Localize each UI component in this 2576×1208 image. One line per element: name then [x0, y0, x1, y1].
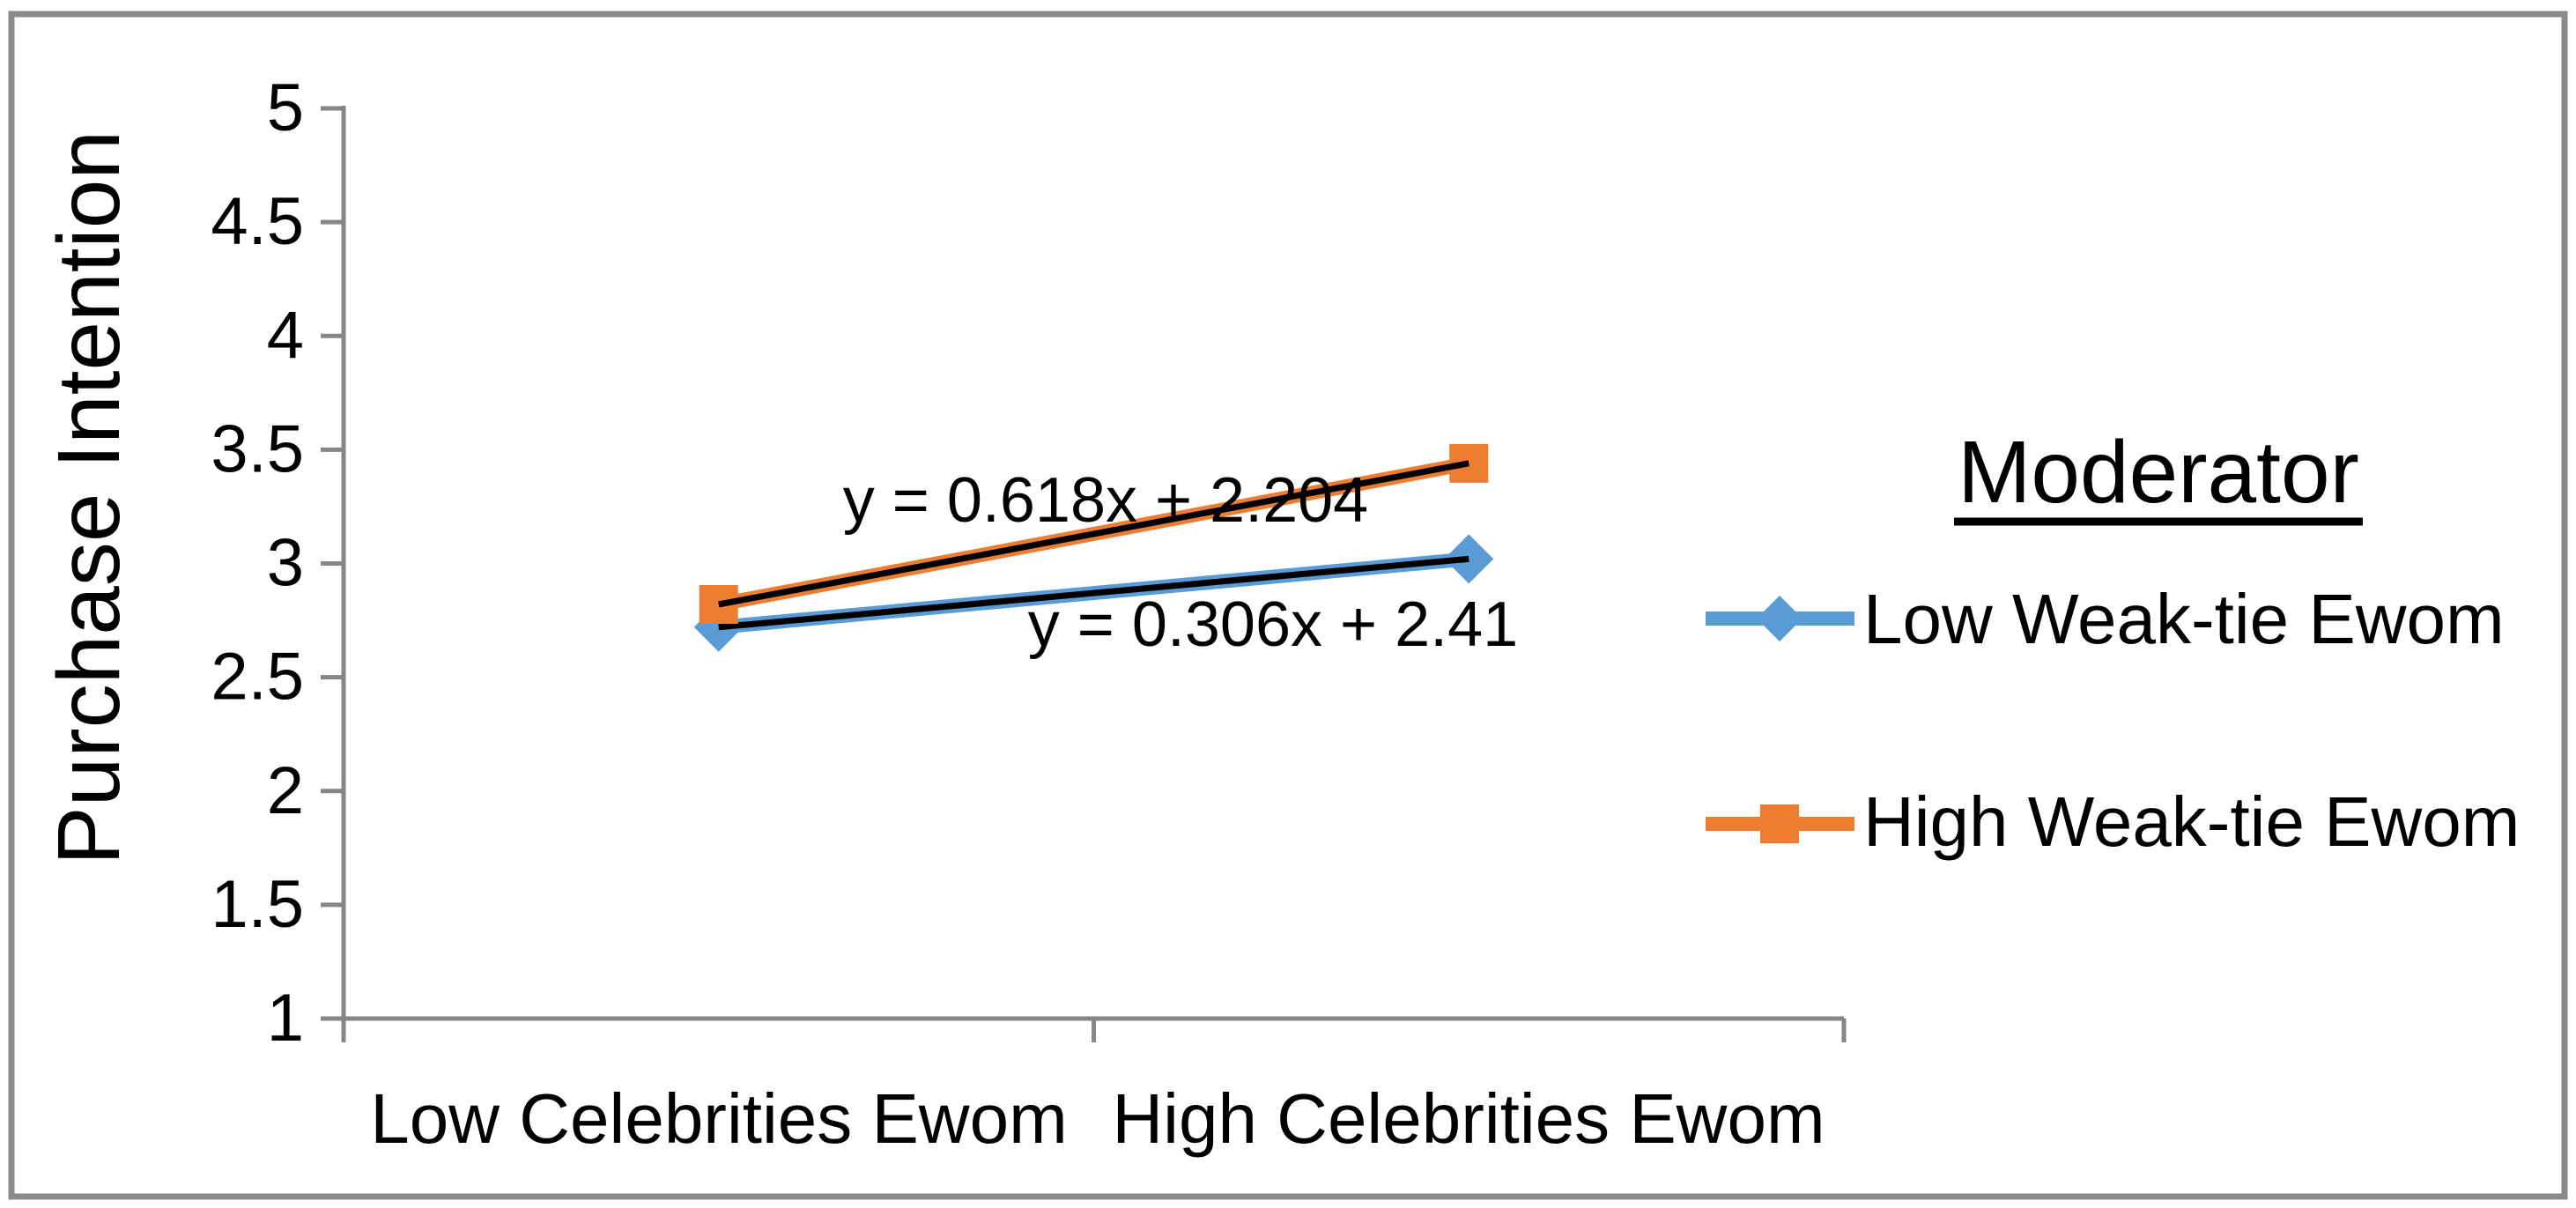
y-tick-label: 3.5 — [211, 411, 304, 486]
legend-item-label-high: High Weak-tie Ewom — [1863, 782, 2520, 861]
y-tick-label: 2.5 — [211, 640, 304, 715]
plot-series — [693, 443, 1494, 652]
x-category-label-high: High Celebrities Ewom — [1112, 1079, 1825, 1158]
legend-item-label-low: Low Weak-tie Ewom — [1863, 580, 2505, 658]
chart-border — [8, 11, 2568, 1200]
x-category-label-low: Low Celebrities Ewom — [370, 1079, 1067, 1158]
axes: 1 1.5 2 2.5 3 3.5 4 4.5 5 — [211, 70, 1847, 1056]
legend-title: Moderator — [1958, 423, 2359, 522]
trendline-1 — [718, 460, 1469, 608]
y-tick-label: 5 — [267, 70, 304, 145]
y-axis-title: Purchase Intention — [40, 130, 138, 865]
y-tick-label: 1 — [267, 981, 304, 1056]
y-tick-label: 3 — [267, 526, 304, 601]
trendline-equation-low: y = 0.306x + 2.41 — [1028, 589, 1518, 660]
legend: Moderator Low Weak-tie Ewom High Weak-ti… — [1706, 423, 2520, 861]
trendline-0 — [718, 555, 1469, 631]
y-tick-label: 1.5 — [211, 867, 304, 942]
legend-square-icon — [1760, 804, 1799, 843]
trendline-equation-high: y = 0.618x + 2.204 — [843, 465, 1368, 536]
y-tick-label: 2 — [267, 753, 304, 828]
legend-diamond-icon — [1757, 596, 1802, 641]
y-tick-label: 4 — [267, 298, 304, 373]
y-tick-label: 4.5 — [211, 184, 304, 259]
